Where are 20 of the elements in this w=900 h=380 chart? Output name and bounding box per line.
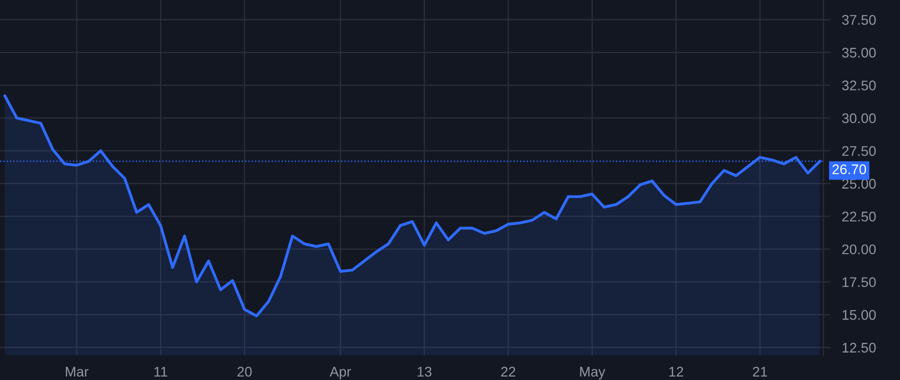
x-tick-label: 22	[501, 366, 516, 376]
x-tick-label: Mar	[66, 366, 88, 377]
y-tick-label: 15.00	[842, 310, 876, 320]
x-tick-label: May	[580, 366, 606, 380]
x-tick-label: 13	[418, 366, 432, 377]
y-tick-label: 20.00	[842, 244, 876, 254]
y-tick-label: 12.50	[842, 342, 876, 353]
y-tick-label: 27.50	[842, 146, 876, 156]
x-tick-label: Apr	[330, 366, 352, 380]
y-tick-label: 37.50	[842, 15, 876, 25]
x-tick-label: 21	[752, 366, 768, 376]
x-tick-label: 12	[669, 366, 684, 376]
x-tick-label: 11	[154, 366, 168, 376]
y-tick-label: 35.00	[842, 48, 876, 58]
x-tick-label: 20	[238, 366, 252, 377]
y-tick-label: 22.50	[842, 212, 876, 222]
y-tick-label: 30.00	[842, 113, 876, 124]
ref-line-label: 26.70	[832, 164, 866, 174]
y-tick-label: 17.50	[842, 277, 876, 288]
y-tick-label: 32.50	[842, 80, 876, 90]
